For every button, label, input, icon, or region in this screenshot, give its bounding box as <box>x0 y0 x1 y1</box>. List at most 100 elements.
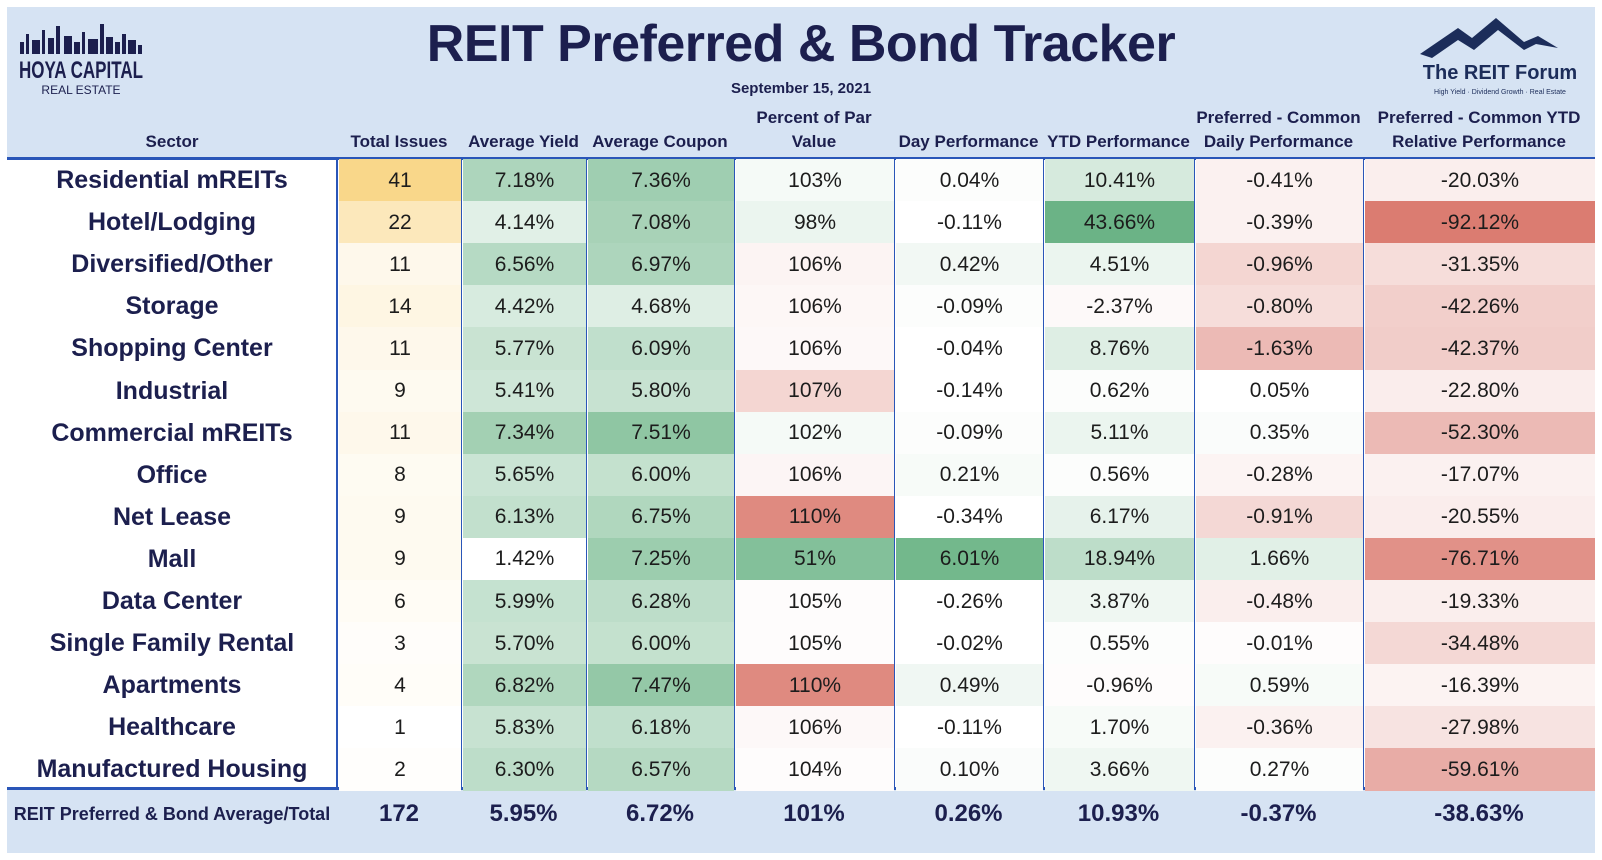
sector-label: Manufactured Housing <box>36 755 308 784</box>
column-header-line: Preferred - Common <box>1196 108 1361 127</box>
column-divider <box>585 157 587 838</box>
table-cell-avg-coupon: 6.18% <box>588 706 734 750</box>
logo-left-sub: REAL ESTATE <box>41 83 120 97</box>
hoya-capital-logo: HOYA CAPITAL REAL ESTATE <box>19 24 143 97</box>
table-cell-pref-common-ytd: -20.55% <box>1365 495 1595 539</box>
sector-label: Residential mREITs <box>56 166 288 194</box>
table-cell-day-perf: -0.11% <box>896 706 1043 750</box>
table-cell-ytd-perf: 18.94% <box>1045 537 1194 581</box>
table-cell-day-perf: -0.26% <box>896 580 1043 623</box>
table-cell-total-issues: 9 <box>339 495 461 539</box>
table-cell-ytd-perf: -0.96% <box>1045 664 1194 708</box>
sector-label: Single Family Rental <box>49 629 295 658</box>
table-cell-pref-common-daily: -0.96% <box>1196 243 1363 287</box>
table-cell-total-issues: 41 <box>339 159 461 202</box>
table-cell-pct-par: 51% <box>736 537 894 581</box>
table-cell-ytd-perf: 8.76% <box>1045 327 1194 371</box>
table-cell-avg-yield: 5.83% <box>463 706 586 750</box>
table-cell-pref-common-daily: -1.63% <box>1196 327 1363 371</box>
table-cell-ytd-perf: 5.11% <box>1045 411 1194 455</box>
table-cell-ytd-perf: 43.66% <box>1045 201 1194 245</box>
table-cell-pref-common-daily: -0.28% <box>1196 453 1363 497</box>
table-cell-day-perf: 0.49% <box>896 664 1043 708</box>
table-cell-ytd-perf: 3.87% <box>1045 580 1194 623</box>
column-divider <box>460 157 462 838</box>
table-cell-ytd-perf: 1.70% <box>1045 706 1194 750</box>
table-cell-pref-common-ytd: -27.98% <box>1365 706 1595 750</box>
column-header-line: Preferred - Common YTD <box>1377 108 1581 127</box>
table-cell-pref-common-ytd: -19.33% <box>1365 580 1595 623</box>
sector-label: Office <box>136 460 208 489</box>
table-cell-avg-yield: 5.70% <box>463 622 586 666</box>
column-header-avg-coupon: Average Coupon <box>586 104 734 156</box>
chart-date: September 15, 2021 <box>730 80 872 97</box>
table-cell-total-issues: 4 <box>339 664 461 708</box>
table-cell-avg-yield: 4.14% <box>463 201 586 245</box>
table-cell-avg-yield: 5.77% <box>463 327 586 371</box>
table-cell-ytd-perf: 0.62% <box>1045 369 1194 413</box>
table-cell-ytd-perf: 10.41% <box>1045 159 1194 202</box>
table-cell-pct-par: 106% <box>736 706 894 750</box>
table-cell-pref-common-daily: -0.39% <box>1196 201 1363 245</box>
table-cell-day-perf: 0.10% <box>896 748 1043 792</box>
total-row-label: REIT Preferred & Bond Average/Total <box>13 803 331 824</box>
table-cell-day-perf: -0.04% <box>896 327 1043 371</box>
table-cell-avg-coupon: 7.47% <box>588 664 734 708</box>
table-cell-avg-yield: 7.34% <box>463 411 586 455</box>
table-cell-pct-par: 107% <box>736 369 894 413</box>
table-cell-avg-yield: 6.30% <box>463 748 586 792</box>
table-cell-pref-common-ytd: -17.07% <box>1365 453 1595 497</box>
sector-label: Apartments <box>102 671 242 700</box>
table-cell-day-perf: -0.34% <box>896 495 1043 539</box>
table-cell-ytd-perf: 6.17% <box>1045 495 1194 539</box>
sector-label: Commercial mREITs <box>51 418 293 447</box>
table-cell-total-issues: 22 <box>339 201 461 245</box>
column-header-sector: Sector <box>7 104 337 156</box>
table-cell-day-perf: -0.09% <box>896 285 1043 329</box>
table-cell-total-issues: 2 <box>339 748 461 792</box>
table-cell-pref-common-ytd: -22.80% <box>1365 369 1595 413</box>
table-cell-pref-common-daily: -0.48% <box>1196 580 1363 623</box>
table-cell-pct-par: 105% <box>736 622 894 666</box>
table-cell-total-issues: 8 <box>339 453 461 497</box>
table-cell-pref-common-daily: 0.59% <box>1196 664 1363 708</box>
table-cell-total-issues: 6 <box>339 580 461 623</box>
sector-label: Net Lease <box>112 502 232 531</box>
table-cell-total-issues: 11 <box>339 243 461 287</box>
chart-title: REIT Preferred & Bond Tracker <box>426 15 1176 73</box>
column-header-line: YTD Performance <box>1047 132 1190 151</box>
table-cell-avg-yield: 6.56% <box>463 243 586 287</box>
table-cell-avg-yield: 6.13% <box>463 495 586 539</box>
table-cell-total-issues: 14 <box>339 285 461 329</box>
column-header-ytd-perf: YTD Performance <box>1043 104 1194 156</box>
column-header-line: Percent of Par Value <box>756 108 872 151</box>
sector-label: Data Center <box>101 587 243 615</box>
column-header-line: Sector <box>145 132 199 151</box>
table-cell-ytd-perf: -2.37% <box>1045 285 1194 329</box>
table-cell-avg-coupon: 6.28% <box>588 580 734 623</box>
total-cell-pct-par: 101% <box>783 800 845 827</box>
column-header-avg-yield: Average Yield <box>461 104 586 156</box>
column-header-line: Total Issues <box>350 132 448 151</box>
column-divider <box>336 157 338 838</box>
table-cell-pref-common-daily: 0.05% <box>1196 369 1363 413</box>
table-cell-avg-yield: 4.42% <box>463 285 586 329</box>
table-cell-pct-par: 106% <box>736 453 894 497</box>
table-cell-total-issues: 3 <box>339 622 461 666</box>
table-cell-pct-par: 104% <box>736 748 894 792</box>
table-cell-day-perf: 0.42% <box>896 243 1043 287</box>
table-cell-pct-par: 110% <box>736 664 894 708</box>
table-cell-ytd-perf: 0.56% <box>1045 453 1194 497</box>
sector-label: Hotel/Lodging <box>87 208 257 237</box>
table-cell-avg-coupon: 6.57% <box>588 748 734 792</box>
column-header-pref-common-ytd: Preferred - Common YTD Relative Performan… <box>1363 104 1595 156</box>
table-cell-pref-common-ytd: -52.30% <box>1365 411 1595 455</box>
table-cell-total-issues: 1 <box>339 706 461 750</box>
table-cell-pref-common-ytd: -76.71% <box>1365 537 1595 581</box>
table-cell-pref-common-daily: 1.66% <box>1196 537 1363 581</box>
column-header-pref-common-daily: Preferred - Common Daily Performance <box>1194 104 1363 156</box>
reit-forum-logo: The REIT Forum High Yield · Dividend Gro… <box>1420 18 1577 96</box>
sector-label: Shopping Center <box>71 334 273 363</box>
table-cell-pct-par: 103% <box>736 159 894 202</box>
sector-label: Industrial <box>115 376 229 405</box>
